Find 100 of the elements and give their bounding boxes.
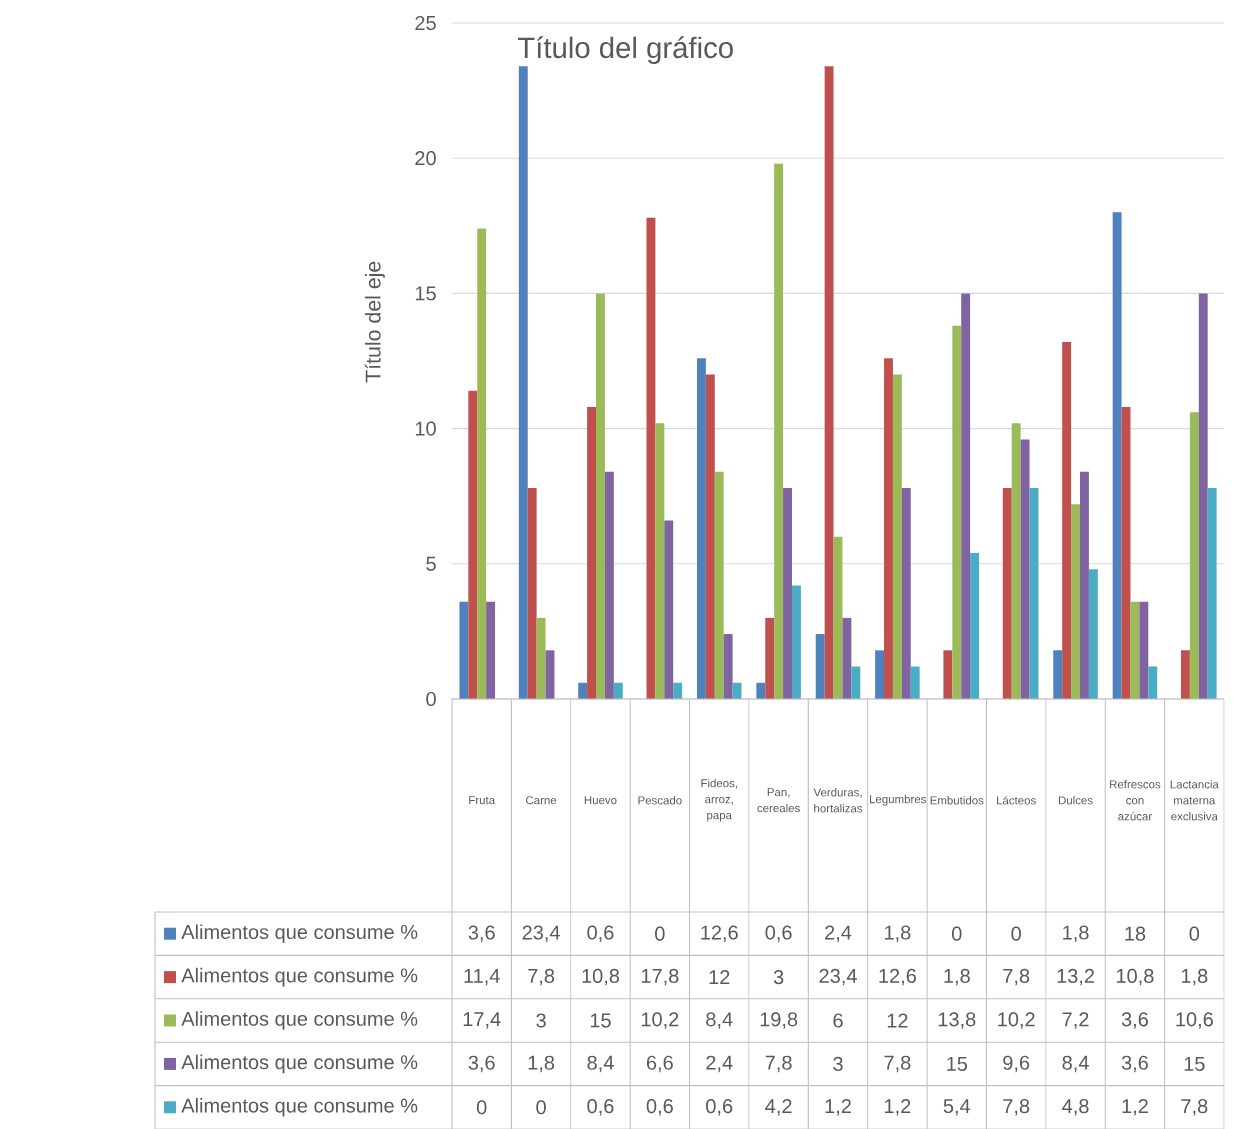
data-label: 3,6 (1121, 1055, 1148, 1073)
bar (477, 228, 487, 699)
bar (705, 374, 715, 699)
bar (1180, 650, 1190, 699)
bar (1130, 601, 1140, 699)
bar (1088, 569, 1098, 699)
data-label: 7,8 (765, 1055, 792, 1073)
y-tick-label: 20 (415, 151, 436, 166)
bar (646, 217, 656, 699)
data-label: 1,2 (825, 1099, 851, 1116)
data-label: 11,4 (464, 968, 500, 986)
bar (783, 488, 792, 699)
y-tick-label: 15 (415, 286, 436, 301)
data-label: 0,6 (646, 1099, 673, 1116)
data-label: 10,2 (998, 1012, 1035, 1029)
bar (714, 471, 724, 699)
data-label: 10,8 (1117, 968, 1154, 986)
bar (518, 66, 528, 699)
bar (578, 682, 588, 699)
bar (1062, 342, 1072, 699)
x-tick-label: Lácteos (997, 795, 1036, 805)
data-label: 0,6 (765, 925, 792, 942)
bar (892, 374, 902, 699)
bar (596, 293, 605, 699)
bar (970, 552, 980, 699)
bar (604, 471, 614, 699)
bar (1207, 488, 1217, 699)
bar (664, 520, 674, 699)
bar (655, 423, 665, 699)
bar (815, 634, 825, 699)
data-label: 1,8 (944, 968, 970, 986)
data-label: 0 (952, 926, 962, 941)
data-label: 1,8 (528, 1055, 555, 1073)
data-label: 13,2 (1057, 968, 1094, 986)
data-label: 0,6 (587, 925, 614, 942)
legend-label: Alimentos que consume % (181, 967, 418, 987)
data-label: 4,8 (1062, 1099, 1089, 1116)
bar (1002, 488, 1012, 699)
data-label: 1,8 (1063, 925, 1089, 942)
bar (875, 650, 885, 699)
data-label: 13,8 (938, 1012, 976, 1029)
legend-label: Alimentos que consume % (181, 1097, 418, 1117)
bar (673, 682, 683, 699)
x-tick-label: Carne (526, 796, 557, 805)
bar (1189, 412, 1199, 699)
bar (1053, 650, 1063, 699)
data-label: 0 (1011, 926, 1021, 941)
x-tick-label: Refrescos con azúcar (1110, 779, 1161, 821)
bar (901, 488, 911, 699)
data-label: 12,6 (701, 925, 738, 942)
bar (884, 358, 893, 699)
data-label: 1,2 (1122, 1099, 1148, 1116)
bar (468, 390, 478, 699)
data-label: 8,4 (1062, 1055, 1089, 1073)
bar (587, 406, 597, 699)
data-label: 18 (1125, 926, 1146, 941)
bar (1198, 293, 1208, 699)
data-label: 12 (887, 1013, 908, 1028)
data-label: 4,2 (765, 1099, 792, 1116)
bar (1112, 212, 1122, 699)
data-label: 0,6 (706, 1099, 733, 1116)
data-label: 10,8 (582, 968, 620, 986)
data-label: 3 (773, 970, 784, 985)
data-label: 1,2 (885, 1099, 911, 1116)
data-label: 1,8 (1181, 968, 1208, 986)
data-label: 3,6 (1121, 1012, 1148, 1029)
data-label: 3,6 (468, 1055, 495, 1073)
data-label: 0 (536, 1100, 546, 1115)
data-label: 0 (1189, 926, 1200, 941)
chart-title: Título del gráfico (517, 36, 733, 64)
data-label: 0 (476, 1100, 487, 1115)
data-label: 7,2 (1062, 1012, 1089, 1029)
y-tick-label: 0 (426, 691, 436, 707)
bar (613, 682, 623, 699)
bar (791, 585, 801, 699)
legend-label: Alimentos que consume % (181, 1011, 418, 1030)
bar (536, 617, 546, 699)
data-label: 7,8 (1003, 1099, 1030, 1116)
data-label: 9,6 (1003, 1055, 1030, 1073)
bar (486, 601, 496, 699)
data-label: 7,8 (1003, 968, 1030, 986)
data-label: 0 (655, 926, 665, 941)
legend-label: Alimentos que consume % (181, 1054, 418, 1074)
data-label: 10,6 (1176, 1012, 1213, 1029)
data-label: 12,6 (879, 968, 916, 986)
bar (1011, 423, 1021, 699)
bar (1020, 439, 1030, 699)
x-tick-label: Fideos, arroz, papa (701, 778, 737, 822)
data-label: 19,8 (760, 1012, 798, 1029)
data-label: 3 (833, 1056, 843, 1071)
x-tick-label: Embutidos (930, 795, 984, 805)
data-label: 3 (536, 1013, 546, 1028)
data-label: 2,4 (706, 1055, 733, 1073)
data-label: 8,4 (706, 1012, 733, 1029)
bar (774, 163, 784, 699)
bar (756, 682, 766, 699)
bar (952, 325, 962, 699)
bar (943, 650, 953, 699)
x-tick-label: Verduras, hortalizas (813, 787, 863, 813)
bar (527, 488, 537, 699)
